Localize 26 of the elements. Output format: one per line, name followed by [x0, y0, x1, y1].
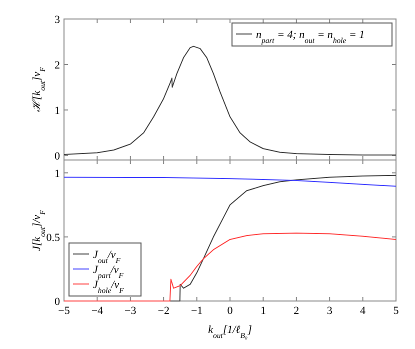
y-tick-label: 0.5 — [46, 232, 60, 244]
x-tick-label: −2 — [158, 305, 170, 317]
x-tick-label: 3 — [326, 305, 333, 317]
x-tick-label: −3 — [124, 305, 137, 317]
line-series — [64, 176, 396, 187]
x-tick-label: 2 — [294, 305, 300, 317]
x-tick-label: −1 — [190, 305, 203, 317]
x-tick-label: −5 — [58, 305, 70, 317]
line-series — [64, 46, 396, 156]
x-axis-title: k$_{out}$[1/ℓ$_{B₀}$] — [208, 324, 252, 340]
x-tick-label: 1 — [260, 305, 266, 317]
y-tick-label: 0 — [54, 296, 60, 308]
y-tick-label: 3 — [54, 14, 60, 26]
line-series — [64, 232, 396, 302]
y-tick-label: 0 — [54, 150, 60, 162]
legend-label: J$_{out}$/v$_{F}$ — [93, 249, 121, 264]
x-tick-label: 5 — [393, 305, 400, 317]
legend-label: J$_{hole}$/v$_{F}$ — [93, 279, 124, 294]
legend-label: J$_{part}$/v$_{F}$ — [93, 264, 124, 280]
y-tick-label: 1 — [54, 168, 60, 180]
legend-label: n$_{part}$ = 4; n$_{out}$ = n$_{hole}$ = 1 — [256, 29, 365, 44]
x-tick-label: 4 — [360, 305, 366, 317]
y-tick-label: 2 — [54, 59, 60, 72]
x-tick-label: 0 — [227, 305, 234, 317]
y-tick-label: 1 — [54, 104, 60, 117]
x-tick-label: −4 — [91, 305, 104, 317]
